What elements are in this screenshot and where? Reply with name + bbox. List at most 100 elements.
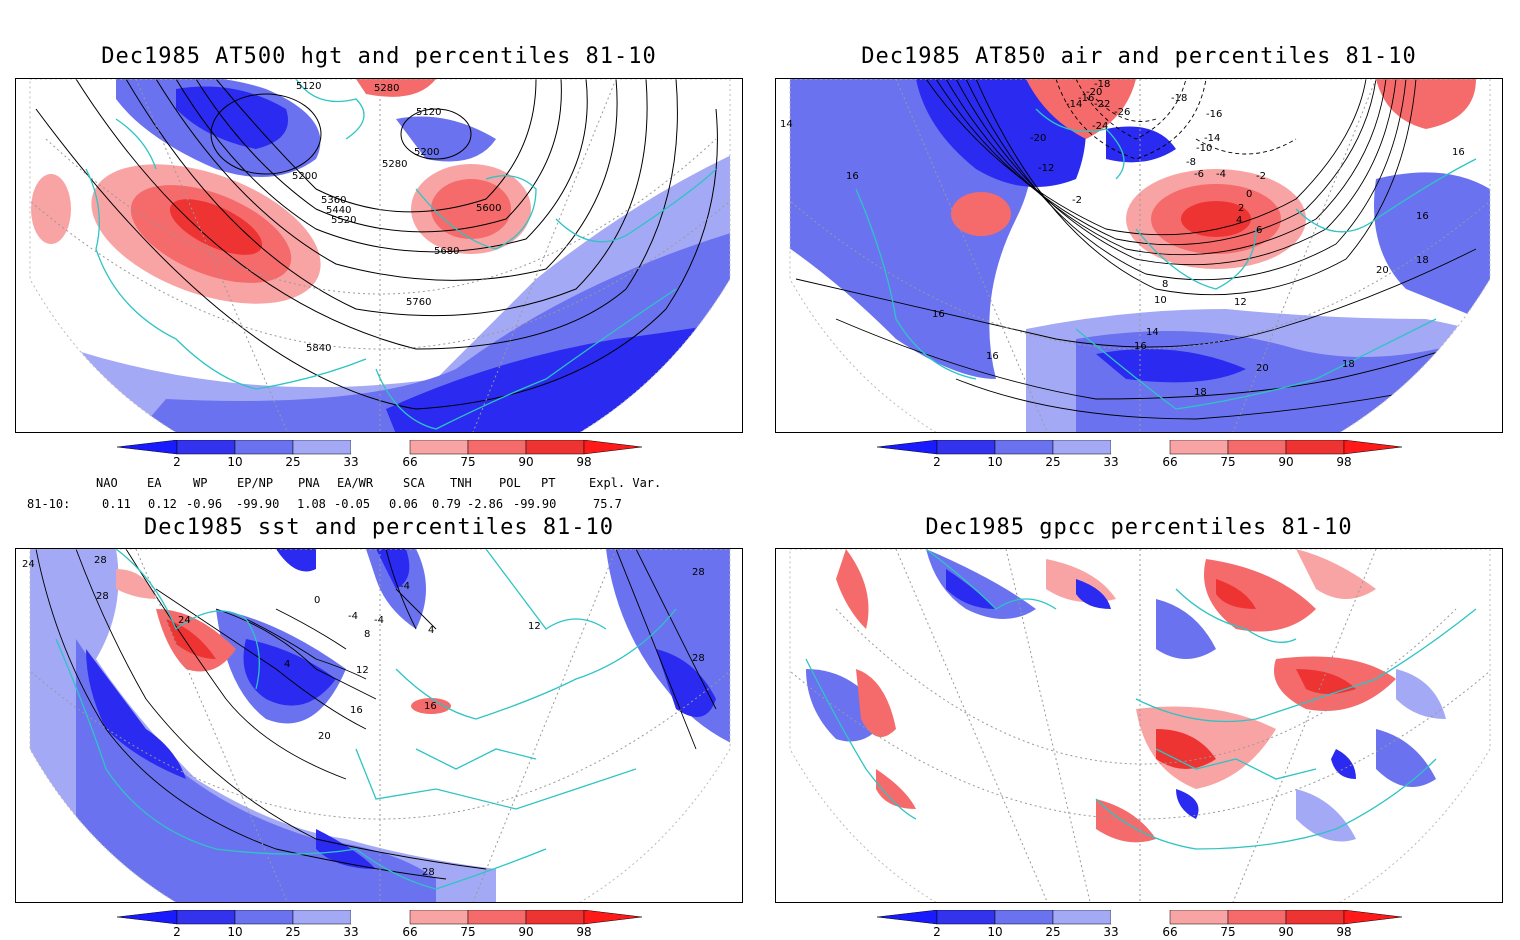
contour-label: 16	[1416, 211, 1429, 222]
contour-label: -14	[1204, 133, 1220, 144]
contour-label: -16	[1078, 93, 1094, 104]
contour-label: 12	[1234, 297, 1247, 308]
colorbar-label: 98	[576, 925, 592, 939]
contour-labels-hgt: 5120 5280 5120 5200 5200 5280 5360 5440 …	[292, 81, 501, 354]
contour-label: 4	[284, 659, 290, 670]
map-panel-sst: 24 28 28 24 0 -4 -4 4 8 12 16 20 16 4 -4…	[15, 548, 743, 903]
contour-label: 12	[356, 665, 369, 676]
shade-blue-north	[276, 549, 316, 572]
contour-label: -4	[374, 615, 384, 626]
coastlines	[855, 108, 1477, 410]
contour-label: 0	[314, 595, 320, 606]
index-header: PT	[541, 476, 556, 490]
contour-label: 5440	[326, 205, 351, 216]
contour-label: -16	[1206, 109, 1222, 120]
contour-label: 24	[178, 615, 191, 626]
contour-label: 20	[1256, 363, 1269, 374]
contour-label: -6	[1194, 169, 1204, 180]
colorbar-label: 90	[518, 455, 534, 469]
shade-red-arctic	[356, 79, 436, 97]
index-value: 0.12	[148, 497, 177, 511]
contour-label: 8	[364, 629, 370, 640]
contour-label: 14	[1146, 327, 1159, 338]
shade-red-west	[31, 174, 71, 244]
contour-label: 4	[1236, 215, 1242, 226]
colorbar-label: 98	[1336, 925, 1352, 939]
colorbar-top-left: 2 10 25 33 66 75 90 98	[117, 440, 642, 470]
contour-label: 16	[986, 351, 999, 362]
colorbar-label: 66	[402, 455, 418, 469]
panel-title-hgt: Dec1985 AT500 hgt and percentiles 81-10	[101, 44, 657, 69]
index-header: EA	[147, 476, 162, 490]
index-header: TNH	[450, 476, 472, 490]
contour-label: -18	[1094, 79, 1110, 90]
colorbar-swatches	[877, 440, 1402, 455]
contour-label: 28	[692, 653, 705, 664]
contour-label: 8	[1162, 279, 1168, 290]
colorbar-bottom-right: 2 10 25 33 66 75 90 98	[877, 910, 1402, 940]
colorbar-label: 90	[1278, 455, 1294, 469]
shade-blue-dark	[916, 79, 1086, 187]
colorbar-label: 98	[1336, 455, 1352, 469]
contour-label: -14	[1066, 99, 1082, 110]
contour-label: -4	[1216, 169, 1226, 180]
contour-label: 4	[428, 625, 434, 636]
contour-label: -4	[348, 611, 358, 622]
colorbar-label: 75	[1220, 925, 1236, 939]
map-panel-hgt: 5120 5280 5120 5200 5200 5280 5360 5440 …	[15, 78, 743, 433]
colorbar-label: 2	[173, 925, 181, 939]
contour-label: -10	[1196, 143, 1212, 154]
shade-blue-arctic-core	[376, 549, 410, 589]
panel-title-sst: Dec1985 sst and percentiles 81-10	[143, 515, 615, 540]
negative-contours	[1055, 79, 1297, 160]
contour-label: 16	[424, 701, 437, 712]
graticule	[30, 549, 730, 902]
contour-label: 5680	[434, 246, 459, 257]
shade-red-atlantic	[951, 192, 1011, 236]
colorbar-label: 75	[460, 925, 476, 939]
temperature-contours	[795, 79, 1490, 420]
colorbar-label: 25	[285, 455, 301, 469]
contour-labels-air: -18 -20 -16 -14 -22 -24 -26 -18 -16 -14 …	[780, 79, 1465, 398]
contour-label: 18	[1416, 255, 1429, 266]
contour-label: 5360	[321, 195, 346, 206]
colorbar-label: 90	[1278, 925, 1294, 939]
colorbar-swatches	[117, 910, 642, 925]
colorbar-label: 66	[1162, 455, 1178, 469]
contour-label: 20	[1376, 265, 1389, 276]
panel-title-gpcc: Dec1985 gpcc percentiles 81-10	[925, 515, 1353, 540]
index-header: POL	[499, 476, 521, 490]
colorbar-swatches	[117, 440, 642, 455]
shade-blue-mid	[76, 639, 436, 902]
map-panel-gpcc	[775, 548, 1503, 903]
contour-label: -12	[1038, 163, 1054, 174]
index-header: SCA	[403, 476, 425, 490]
shade-red-light	[116, 569, 156, 599]
index-value: 0.11	[102, 497, 131, 511]
shade-blue-east	[1374, 172, 1490, 329]
colorbar-label: 33	[1103, 925, 1119, 939]
colorbar-label: 25	[1045, 925, 1061, 939]
index-value: 0.06	[389, 497, 418, 511]
contour-label: -18	[1171, 93, 1187, 104]
index-header: Expl. Var.	[589, 476, 662, 490]
contour-label: 5280	[374, 83, 399, 94]
contour-label: -4	[400, 581, 410, 592]
contour-label: 5120	[416, 107, 441, 118]
contour-label: 5120	[296, 81, 321, 92]
index-value: 75.7	[593, 497, 622, 511]
index-header: EP/NP	[237, 476, 274, 490]
contour-label: 10	[1154, 295, 1167, 306]
colorbar-label: 10	[227, 925, 243, 939]
colorbar-label: 33	[343, 925, 359, 939]
shade-blue-dark-atlantic	[243, 639, 336, 706]
contour-label: -26	[1114, 107, 1130, 118]
contour-label: 2	[1238, 203, 1244, 214]
index-value: -0.05	[334, 497, 371, 511]
shade-blue-dark-south	[1096, 349, 1246, 383]
contour-label: 5840	[306, 343, 331, 354]
contour-label: -8	[1186, 157, 1196, 168]
contour-label: 24	[22, 559, 35, 570]
graticule	[30, 79, 730, 432]
index-value: -2.86	[467, 497, 504, 511]
